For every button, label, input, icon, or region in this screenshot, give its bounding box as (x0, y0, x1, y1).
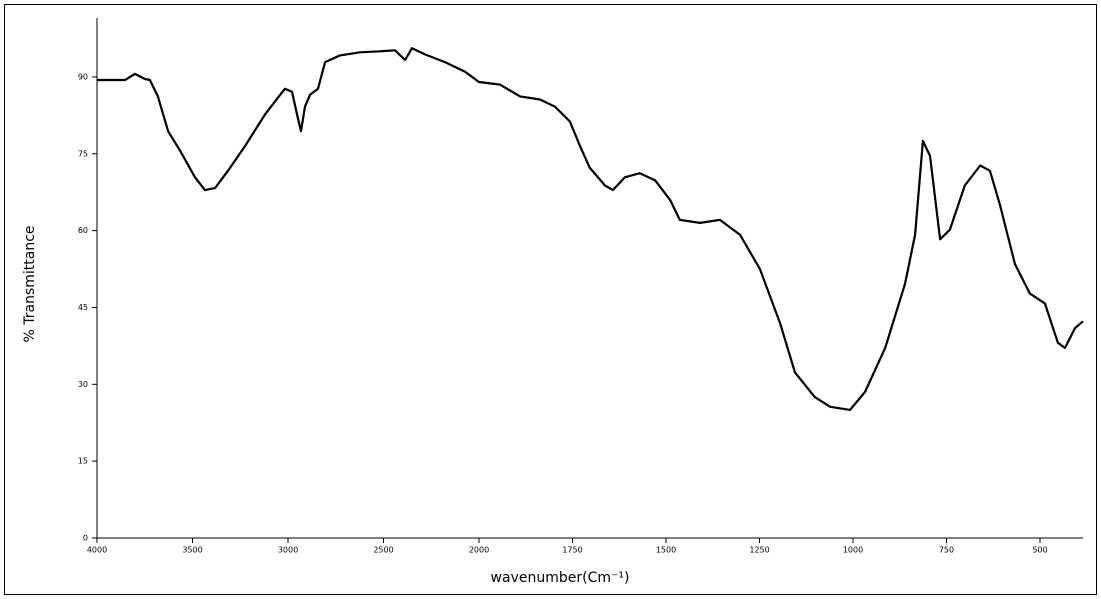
x-tick-label: 3500 (182, 546, 202, 555)
spectrum-line (97, 47, 1084, 411)
x-tick-label: 2000 (469, 546, 489, 555)
x-tick-label: 4000 (87, 546, 107, 555)
x-tick-label: 1250 (749, 546, 769, 555)
y-tick-label: 75 (78, 149, 88, 158)
x-axis-title: wavenumber(Cm⁻¹) (491, 570, 630, 586)
y-tick-label: 60 (78, 226, 88, 235)
y-tick-label: 15 (78, 457, 88, 466)
y-axis-title: % Transmittance (22, 225, 38, 342)
x-tick-label: 1750 (562, 546, 582, 555)
x-tick-label: 500 (1032, 546, 1047, 555)
x-tick-label: 1000 (843, 546, 863, 555)
x-tick-label: 3000 (278, 546, 298, 555)
y-tick-label: 45 (78, 303, 88, 312)
y-tick-label: 90 (78, 72, 88, 81)
frame (4, 4, 1097, 595)
x-tick-label: 1500 (656, 546, 676, 555)
x-tick-label: 750 (939, 546, 954, 555)
x-tick-label: 2500 (373, 546, 393, 555)
y-tick-label: 30 (78, 380, 88, 389)
y-tick-label: 0 (83, 534, 88, 543)
